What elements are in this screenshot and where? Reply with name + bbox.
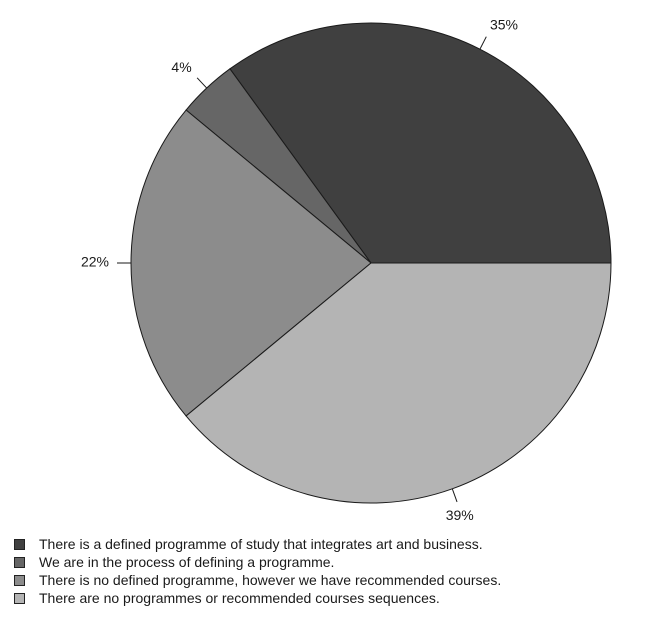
legend-item: There is a defined programme of study th…: [14, 535, 654, 553]
legend-swatch-icon: [14, 539, 25, 550]
pie-chart: 35% 4% 22% 39%: [0, 0, 655, 526]
legend-item: There is no defined programme, however w…: [14, 571, 654, 589]
legend-item: We are in the process of defining a prog…: [14, 553, 654, 571]
legend-swatch-icon: [14, 575, 25, 586]
leader-line: [197, 78, 207, 88]
legend-label: There is no defined programme, however w…: [39, 571, 501, 589]
data-label: 39%: [446, 507, 474, 523]
legend-label: There is a defined programme of study th…: [39, 535, 483, 553]
legend-label: We are in the process of defining a prog…: [39, 553, 334, 571]
legend-item: There are no programmes or recommended c…: [14, 589, 654, 607]
leader-line: [452, 489, 457, 502]
legend-swatch-icon: [14, 557, 25, 568]
legend-label: There are no programmes or recommended c…: [39, 589, 440, 607]
data-label: 22%: [81, 254, 109, 270]
legend-swatch-icon: [14, 593, 25, 604]
data-label: 35%: [490, 17, 518, 33]
legend: There is a defined programme of study th…: [14, 535, 654, 607]
leader-line: [480, 37, 486, 49]
data-label: 4%: [171, 59, 191, 75]
